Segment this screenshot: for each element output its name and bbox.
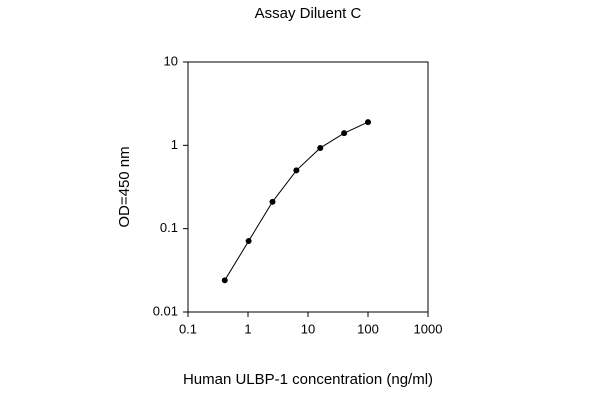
data-point <box>293 167 300 174</box>
data-line <box>224 121 369 281</box>
data-point <box>341 130 348 137</box>
x-tick-label: 10 <box>301 321 315 336</box>
y-tick-label: 10 <box>164 53 178 68</box>
plot-frame <box>187 61 429 313</box>
x-tick-label: 0.1 <box>179 321 197 336</box>
data-point <box>221 277 228 284</box>
x-tick-label: 100 <box>357 321 379 336</box>
chart-title: Assay Diluent C <box>255 5 362 22</box>
y-axis-label: OD=450 nm <box>116 146 133 227</box>
y-tick-label: 1 <box>171 137 178 152</box>
data-point <box>245 238 252 245</box>
x-tick-label: 1 <box>244 321 251 336</box>
x-axis-label: Human ULBP-1 concentration (ng/ml) <box>183 371 433 388</box>
y-tick-label: 0.1 <box>160 220 178 235</box>
data-point <box>365 119 371 126</box>
y-tick-label: 0.01 <box>153 303 178 318</box>
x-tick-label: 1000 <box>414 321 443 336</box>
data-point <box>317 144 324 151</box>
data-point <box>269 198 276 205</box>
